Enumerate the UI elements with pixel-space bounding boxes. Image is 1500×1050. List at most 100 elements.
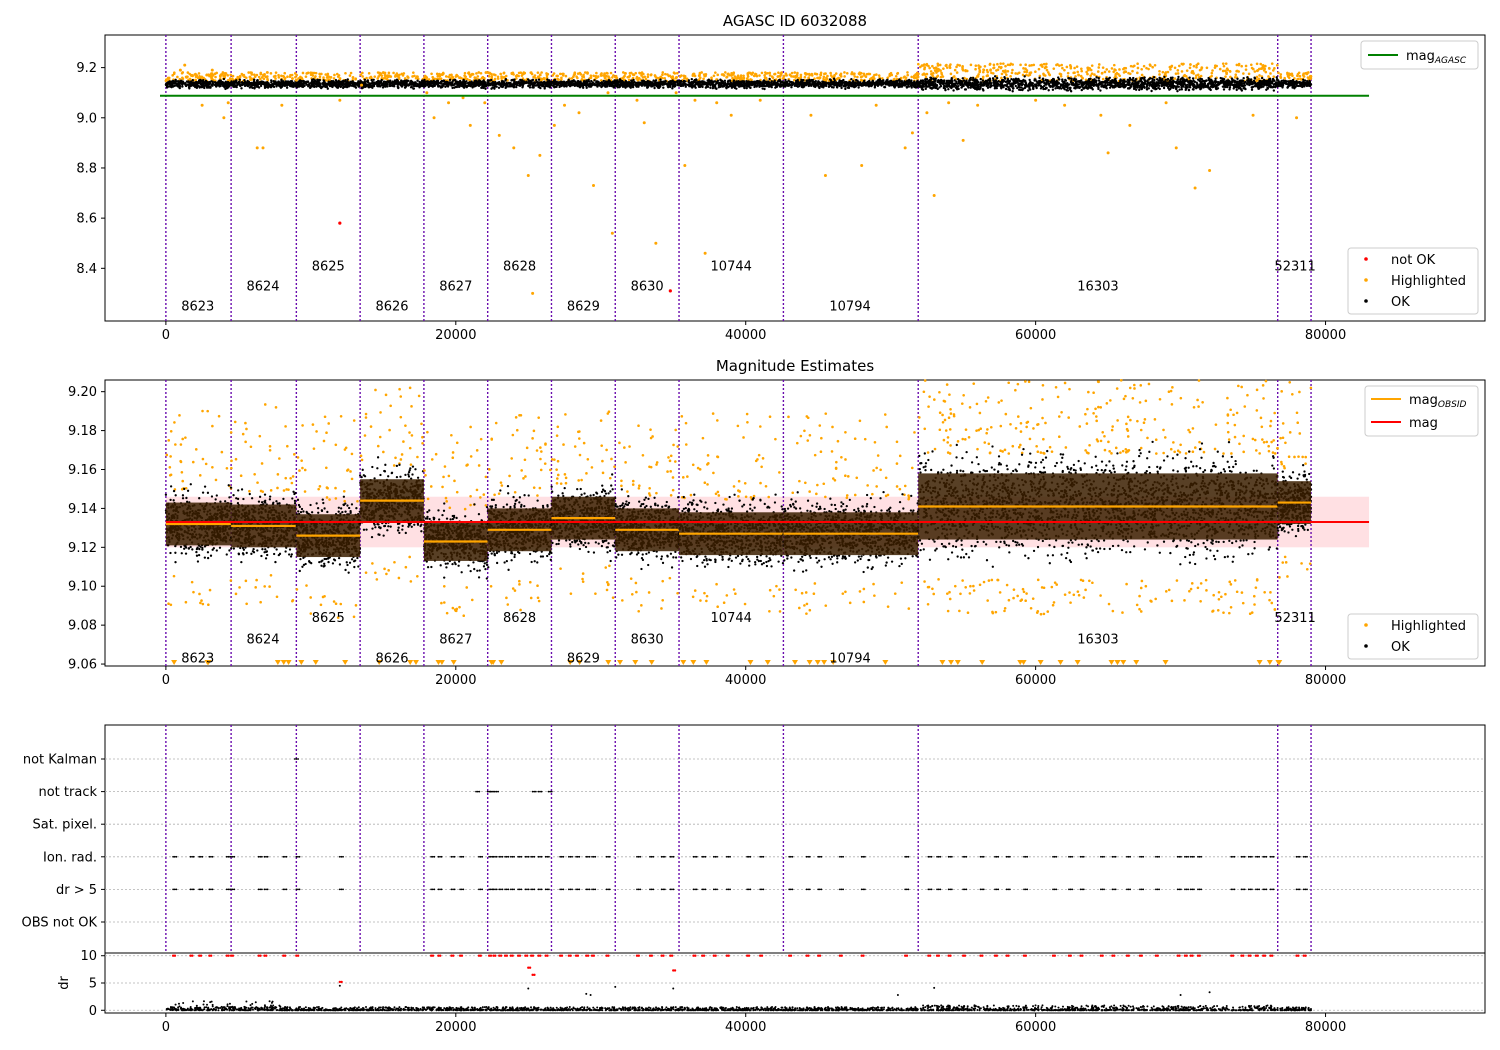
highlighted-point [1161, 70, 1165, 74]
highlighted-point [819, 71, 823, 75]
highlighted-point [1257, 67, 1261, 71]
highlighted-point [754, 72, 757, 76]
ok-point [238, 82, 241, 85]
highlighted-point [376, 77, 379, 80]
highlighted-point [180, 71, 184, 75]
highlighted-point [1060, 63, 1064, 67]
highlighted-point [1136, 62, 1139, 66]
highlighted-point [815, 72, 818, 76]
highlighted-point [929, 70, 933, 73]
highlighted-point [627, 78, 631, 82]
highlighted-point [1286, 72, 1289, 76]
ok-point [1095, 76, 1098, 79]
highlighted-point [724, 71, 727, 74]
highlighted-point [659, 75, 663, 79]
highlighted-point [1192, 64, 1196, 68]
highlighted-point [1259, 62, 1263, 66]
highlighted-point [934, 66, 938, 69]
highlighted-point [423, 74, 427, 78]
ok-point [981, 79, 985, 82]
highlighted-point [1038, 74, 1042, 78]
highlighted-point [638, 71, 641, 75]
highlighted-point [1086, 72, 1089, 76]
ok-point [1222, 88, 1226, 91]
highlighted-point [1296, 74, 1299, 78]
highlighted-point [536, 71, 540, 74]
highlighted-point [1075, 65, 1079, 68]
highlighted-point [291, 77, 294, 80]
ok-point [347, 85, 350, 88]
highlighted-point [693, 74, 697, 78]
highlighted-point [739, 74, 743, 77]
highlighted-point [265, 71, 269, 74]
highlighted-point [676, 71, 679, 75]
highlighted-point [1001, 69, 1005, 73]
highlighted-point [823, 72, 826, 76]
highlighted-point [640, 73, 644, 76]
highlighted-point [444, 75, 448, 78]
highlighted-point [1158, 70, 1161, 73]
ok-point [447, 83, 450, 87]
highlighted-point [1189, 63, 1192, 66]
highlighted-point [1069, 66, 1073, 70]
highlighted-point [1110, 67, 1114, 70]
highlighted-point [1224, 62, 1228, 65]
highlighted-point [166, 76, 170, 80]
highlighted-point [978, 70, 981, 74]
highlighted-point [1273, 67, 1276, 70]
highlighted-point [795, 74, 799, 78]
highlighted-point [269, 72, 273, 75]
ok-point [979, 83, 983, 86]
highlighted-point [1129, 64, 1133, 68]
highlighted-point [1142, 64, 1146, 68]
highlighted-point [373, 75, 377, 78]
highlighted-point [712, 74, 716, 78]
ok-point [1006, 77, 1010, 81]
highlighted-point [320, 72, 323, 76]
ok-point [413, 84, 417, 87]
highlighted-point [726, 72, 730, 76]
highlighted-point [790, 71, 794, 75]
highlighted-point [1080, 67, 1083, 71]
highlighted-point [829, 74, 833, 77]
highlighted-point [545, 74, 549, 77]
ok-point [1127, 83, 1130, 87]
highlighted-point [746, 72, 750, 75]
highlighted-point [1210, 71, 1214, 75]
ok-point [1066, 89, 1070, 92]
highlighted-point [188, 77, 192, 81]
ok-point [401, 80, 405, 83]
highlighted-point [468, 73, 471, 76]
highlighted-point [572, 75, 575, 79]
ok-point [732, 79, 736, 82]
highlighted-point [556, 74, 559, 78]
highlighted-point [1176, 72, 1180, 75]
ok-point [997, 80, 1000, 83]
highlighted-point [938, 63, 942, 67]
highlighted-point [411, 75, 414, 78]
ok-point [654, 79, 658, 82]
highlighted-point [810, 72, 814, 76]
highlighted-point [1063, 68, 1066, 72]
ok-point [832, 86, 835, 89]
highlighted-point [333, 73, 336, 77]
highlighted-point [344, 71, 347, 75]
ok-point [504, 77, 508, 81]
highlighted-point [864, 75, 868, 79]
highlighted-point [219, 75, 222, 78]
highlighted-point [906, 73, 909, 77]
highlighted-point [1148, 63, 1152, 66]
highlighted-point [305, 72, 308, 75]
highlighted-point [294, 75, 297, 79]
highlighted-point [575, 75, 578, 78]
highlighted-point [1011, 63, 1015, 66]
ok-point [671, 87, 674, 90]
ok-point [1004, 87, 1008, 91]
highlighted-point [1258, 74, 1261, 77]
highlighted-point [1196, 73, 1200, 77]
ok-point [1250, 88, 1254, 91]
highlighted-point [327, 75, 331, 79]
highlighted-point [845, 72, 849, 75]
highlighted-point [1114, 72, 1118, 76]
highlighted-point [1100, 71, 1104, 75]
